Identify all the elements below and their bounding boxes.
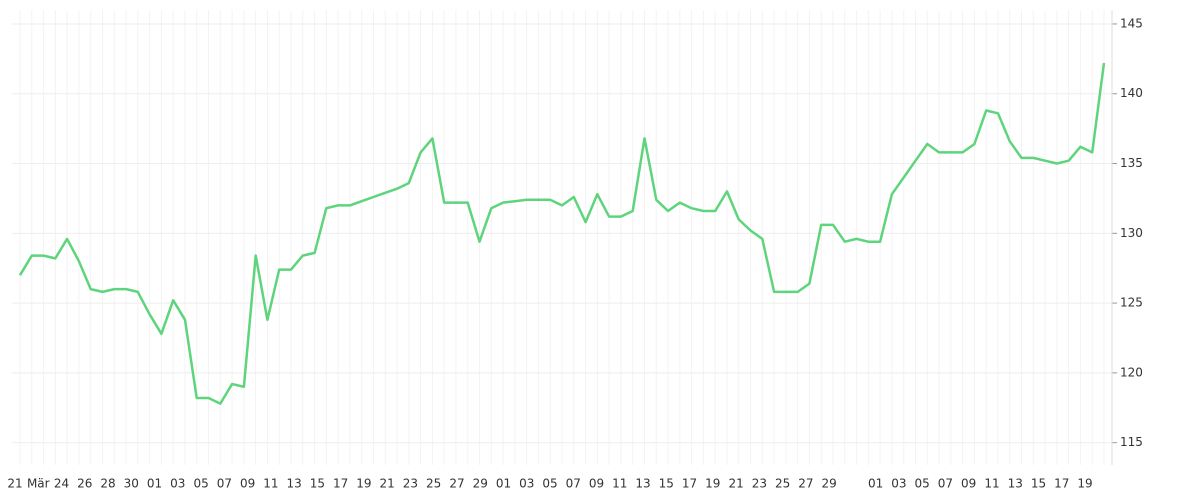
x-tick-label: 07: [566, 477, 581, 491]
x-tick-label: 24: [54, 477, 69, 491]
price-line: [18, 62, 1106, 405]
x-tick-label: 26: [77, 477, 92, 491]
x-tick-label: 03: [519, 477, 534, 491]
x-tick-label: 29: [821, 477, 836, 491]
y-tick-label: 125: [1120, 296, 1143, 310]
x-tick-label: 17: [333, 477, 348, 491]
x-tick-label: 25: [426, 477, 441, 491]
x-tick-label: 21: [728, 477, 743, 491]
x-tick-label: 28: [100, 477, 115, 491]
x-tick-label: 11: [984, 477, 999, 491]
x-tick-label: 27: [449, 477, 464, 491]
x-tick-label: 25: [775, 477, 790, 491]
x-tick-label: 05: [193, 477, 208, 491]
x-tick-label: 13: [1008, 477, 1023, 491]
x-tick-label: 17: [1054, 477, 1069, 491]
x-tick-label: 03: [891, 477, 906, 491]
x-tick-label: 09: [961, 477, 976, 491]
x-tick-label: 19: [356, 477, 371, 491]
x-tick-label: 07: [938, 477, 953, 491]
x-tick-label: 19: [1077, 477, 1092, 491]
y-tick-label: 115: [1120, 435, 1143, 449]
x-tick-label: 21: [7, 477, 22, 491]
x-tick-label: 15: [1031, 477, 1046, 491]
y-tick-label: 135: [1120, 156, 1143, 170]
y-tick-label: 130: [1120, 226, 1143, 240]
x-tick-label: 01: [868, 477, 883, 491]
x-tick-label: 07: [217, 477, 232, 491]
x-tick-label: 11: [263, 477, 278, 491]
x-tick-label: 09: [589, 477, 604, 491]
x-tick-label: 15: [659, 477, 674, 491]
x-tick-label: 13: [286, 477, 301, 491]
x-tick-label: Mär: [27, 477, 50, 491]
x-tick-label: 05: [915, 477, 930, 491]
x-tick-label: 21: [380, 477, 395, 491]
x-tick-label: 09: [240, 477, 255, 491]
x-tick-label: 01: [147, 477, 162, 491]
x-tick-label: 17: [682, 477, 697, 491]
y-tick-label: 145: [1120, 16, 1143, 30]
x-tick-label: 19: [705, 477, 720, 491]
x-tick-label: 13: [635, 477, 650, 491]
x-tick-label: 03: [170, 477, 185, 491]
x-tick-label: 27: [798, 477, 813, 491]
x-tick-label: 23: [752, 477, 767, 491]
x-tick-label: 01: [496, 477, 511, 491]
x-tick-label: 15: [310, 477, 325, 491]
x-tick-label: 23: [403, 477, 418, 491]
y-tick-label: 140: [1120, 86, 1143, 100]
x-tick-label: 29: [473, 477, 488, 491]
x-tick-label: 30: [124, 477, 139, 491]
x-tick-label: 05: [542, 477, 557, 491]
x-tick-label: 11: [612, 477, 627, 491]
y-tick-label: 120: [1120, 365, 1143, 379]
